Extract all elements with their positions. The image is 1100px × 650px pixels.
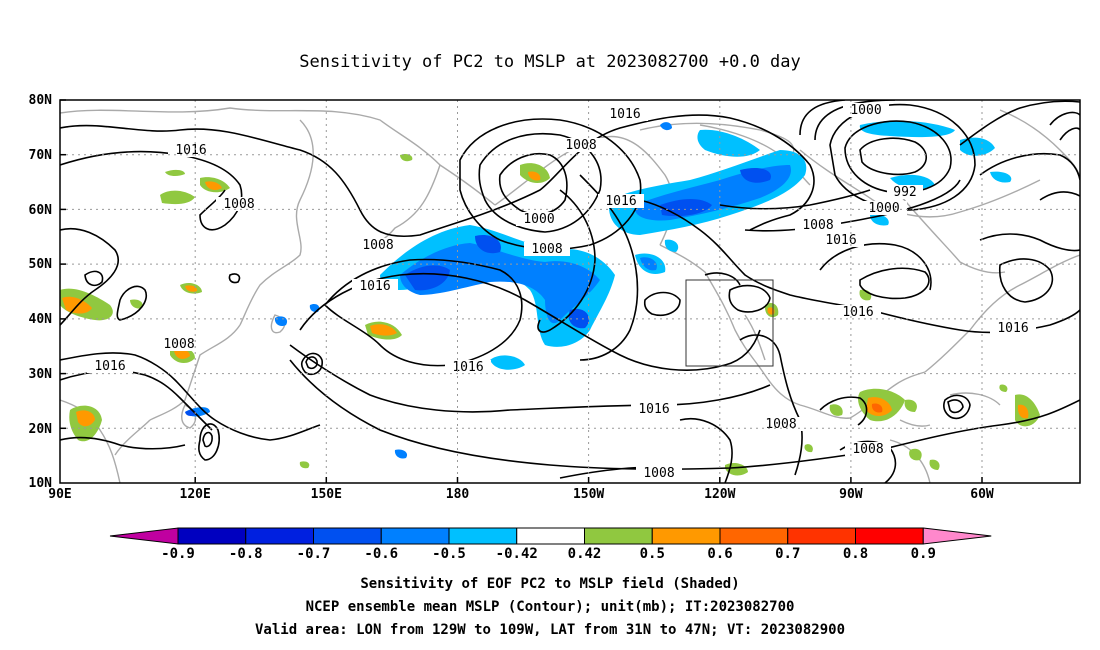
contour-label: 1016 bbox=[638, 402, 669, 417]
valid-area-box bbox=[685, 279, 774, 367]
lat-label: 60N bbox=[29, 203, 53, 218]
longitude-labels: 90E 120E 150E 180 150W 120W 90W 60W bbox=[48, 487, 994, 502]
contour-labels: 1016 1008 1016 1000 1008 1016 1008 1000 … bbox=[87, 103, 1036, 481]
gridlines bbox=[60, 100, 1080, 483]
lat-label: 40N bbox=[29, 312, 53, 327]
axis-ticks bbox=[60, 99, 983, 483]
colorbar-cell bbox=[313, 527, 382, 545]
caption-line-1: Sensitivity of EOF PC2 to MSLP field (Sh… bbox=[360, 576, 739, 592]
lon-label: 90E bbox=[48, 487, 71, 502]
colorbar-cell bbox=[787, 527, 856, 545]
colorbar-tick-label: -0.42 bbox=[496, 546, 538, 562]
colorbar-cell bbox=[922, 527, 992, 545]
contour-label: 1016 bbox=[359, 279, 390, 294]
colorbar-tick-label: 0.5 bbox=[640, 546, 665, 562]
caption-line-3: Valid area: LON from 129W to 109W, LAT f… bbox=[255, 622, 845, 638]
lat-label: 20N bbox=[29, 422, 53, 437]
contour-label: 1008 bbox=[643, 466, 674, 481]
colorbar-cell bbox=[245, 527, 314, 545]
latitude-labels: 80N 70N 60N 50N 40N 30N 20N 10N bbox=[29, 93, 53, 491]
map-frame bbox=[59, 99, 1081, 484]
contour-label: 1008 bbox=[163, 337, 194, 352]
lat-label: 10N bbox=[29, 476, 53, 491]
contour-label: 1016 bbox=[825, 233, 856, 248]
lat-label: 50N bbox=[29, 257, 53, 272]
colorbar-cell bbox=[719, 527, 789, 545]
colorbar-cell bbox=[109, 527, 179, 545]
colorbar-tick-label: 0.8 bbox=[843, 546, 868, 562]
contour-label: 1000 bbox=[523, 212, 554, 227]
contour-label: 1016 bbox=[605, 194, 636, 209]
contour-label: 1016 bbox=[175, 143, 206, 158]
contour-label: 1008 bbox=[802, 218, 833, 233]
lat-label: 70N bbox=[29, 148, 53, 163]
contour-label: 1008 bbox=[531, 242, 562, 257]
contour-label: 1016 bbox=[609, 107, 640, 122]
lon-label: 120E bbox=[180, 487, 211, 502]
lon-label: 120W bbox=[704, 487, 735, 502]
colorbar: -0.9 -0.8 -0.7 -0.6 -0.5 -0.42 0.42 0.5 0.6 0.7 0.… bbox=[109, 527, 992, 562]
lon-label: 150W bbox=[573, 487, 604, 502]
contour-label: 1016 bbox=[94, 359, 125, 374]
contour-label: 1016 bbox=[452, 360, 483, 375]
contour-label: 1000 bbox=[868, 201, 899, 216]
contour-label: 1016 bbox=[997, 321, 1028, 336]
colorbar-cell bbox=[855, 527, 924, 545]
caption-line-2: NCEP ensemble mean MSLP (Contour); unit(… bbox=[306, 599, 795, 615]
colorbar-cell bbox=[448, 527, 518, 545]
colorbar-cell bbox=[651, 527, 721, 545]
contour-label: 992 bbox=[893, 185, 916, 200]
colorbar-cell bbox=[516, 527, 585, 545]
colorbar-cell bbox=[584, 527, 653, 545]
colorbar-tick-label: 0.9 bbox=[911, 546, 936, 562]
colorbar-tick-label: -0.7 bbox=[297, 546, 331, 562]
contour-label: 1008 bbox=[362, 238, 393, 253]
lat-label: 30N bbox=[29, 367, 53, 382]
lat-label: 80N bbox=[29, 93, 53, 108]
lon-label: 60W bbox=[970, 487, 994, 502]
colorbar-tick-label: 0.6 bbox=[707, 546, 732, 562]
colorbar-cell bbox=[177, 527, 247, 545]
lon-label: 180 bbox=[446, 487, 470, 502]
colorbar-cell bbox=[380, 527, 450, 545]
lon-label: 90W bbox=[839, 487, 863, 502]
colorbar-tick-label: 0.7 bbox=[775, 546, 800, 562]
colorbar-tick-label: -0.8 bbox=[229, 546, 263, 562]
contour-label: 1008 bbox=[765, 417, 796, 432]
contour-label: 1008 bbox=[223, 197, 254, 212]
colorbar-tick-label: -0.6 bbox=[364, 546, 398, 562]
contour-label: 1008 bbox=[565, 138, 596, 153]
colorbar-tick-label: -0.5 bbox=[432, 546, 466, 562]
map-title: Sensitivity of PC2 to MSLP at 2023082700… bbox=[299, 52, 801, 72]
map-area: 1016 1008 1016 1000 1008 1016 1008 1000 … bbox=[60, 100, 1080, 483]
colorbar-tick-label: -0.9 bbox=[161, 546, 195, 562]
colorbar-tick-label: 0.42 bbox=[568, 546, 602, 562]
contour-label: 1016 bbox=[842, 305, 873, 320]
lon-label: 150E bbox=[311, 487, 342, 502]
contour-label: 1008 bbox=[852, 442, 883, 457]
contour-label: 1000 bbox=[850, 103, 881, 118]
